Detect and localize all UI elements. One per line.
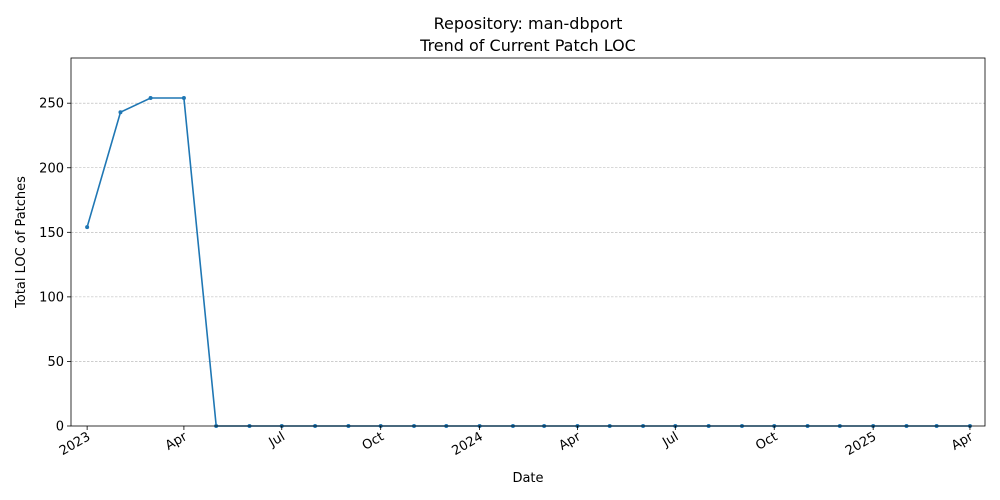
x-tick-label: Apr [163,429,191,454]
data-point [118,110,123,115]
y-tick-label: 200 [39,161,64,176]
x-tick-label: Jul [266,429,288,450]
y-axis-ticks: 0 50 100 150 200 250 [39,97,71,435]
x-tick-label: Apr [556,429,584,454]
y-tick-label: 150 [39,226,64,241]
y-tick-label: 100 [39,290,64,305]
x-axis-label: Date [512,471,543,486]
chart-title-line2: Trend of Current Patch LOC [419,36,636,55]
chart-title-line1: Repository: man-dbport [434,14,623,33]
x-tick-label: Jul [659,429,681,450]
data-point [85,225,90,230]
grid-lines [71,102,985,362]
x-axis-ticks: 2023 Apr Jul Oct 2024 Apr Jul Oct 2025 Apr [57,426,977,459]
y-tick-label: 0 [56,420,64,435]
series-line [86,97,970,427]
y-tick-label: 250 [39,97,64,112]
x-tick-label: Oct [753,429,780,453]
plot-frame [70,57,986,427]
y-tick-label: 50 [47,355,64,370]
data-point [181,96,186,101]
x-tick-label: 2024 [449,429,485,459]
series-line-group [85,96,972,428]
x-tick-label: Oct [360,429,387,453]
y-axis-label: Total LOC of Patches [14,176,29,309]
x-tick-label: Apr [949,429,977,454]
x-tick-label: 2025 [843,429,879,459]
data-point [148,96,153,101]
